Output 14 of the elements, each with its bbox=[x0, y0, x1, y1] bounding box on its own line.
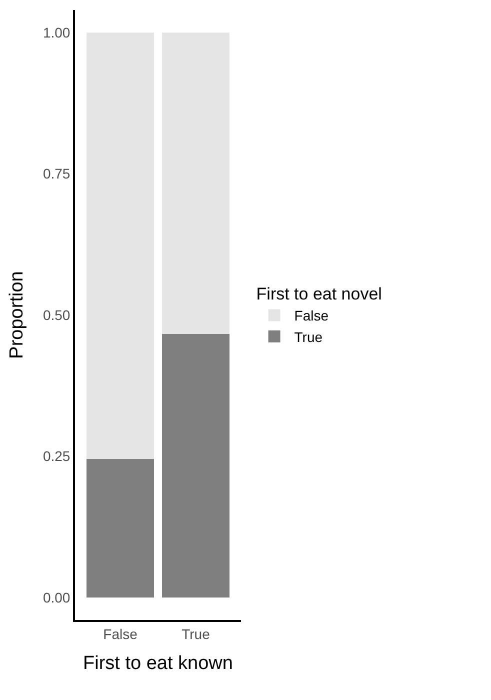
y-tick-label: 0.75 bbox=[42, 166, 70, 182]
legend-label: True bbox=[294, 328, 323, 345]
y-tick-label: 0.50 bbox=[42, 306, 70, 323]
bar bbox=[86, 32, 154, 460]
bar bbox=[86, 459, 154, 598]
y-tick-label: 0.00 bbox=[42, 589, 70, 606]
y-tick-label: 0.25 bbox=[42, 448, 70, 464]
legend-title: First to eat novel bbox=[256, 284, 382, 304]
x-axis-title: First to eat known bbox=[83, 653, 233, 674]
y-axis-title: Proportion bbox=[6, 271, 28, 359]
bar bbox=[162, 334, 230, 598]
bar bbox=[162, 32, 230, 334]
legend-label: False bbox=[294, 308, 329, 324]
y-tick-label: 1.00 bbox=[42, 24, 70, 40]
